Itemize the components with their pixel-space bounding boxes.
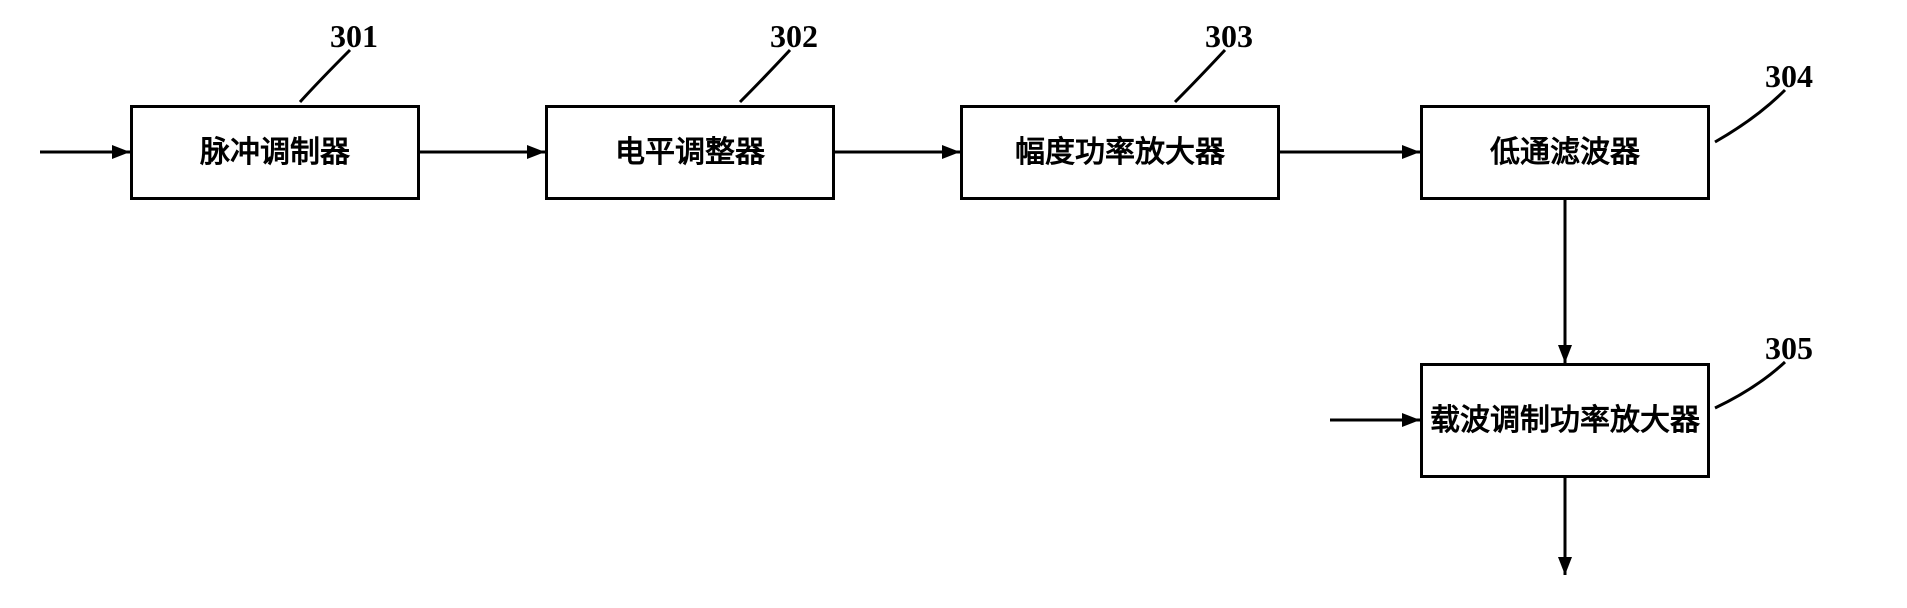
ref-label-302: 302 [770, 18, 818, 55]
ref-label-301: 301 [330, 18, 378, 55]
ref-text: 304 [1765, 58, 1813, 94]
diagram-canvas: 脉冲调制器 301 电平调整器 302 幅度功率放大器 303 低通滤波器 304 载波调制功率… [0, 0, 1907, 608]
node-label: 幅度功率放大器 [1015, 134, 1225, 172]
ref-label-305: 305 [1765, 330, 1813, 367]
node-label: 脉冲调制器 [200, 134, 350, 172]
ref-label-303: 303 [1205, 18, 1253, 55]
diagram-svg [0, 0, 1907, 608]
ref-text: 302 [770, 18, 818, 54]
node-label: 电平调整器 [615, 134, 765, 172]
node-n303: 幅度功率放大器 [960, 105, 1280, 200]
ref-text: 303 [1205, 18, 1253, 54]
node-label: 载波调制功率放大器 [1430, 402, 1700, 440]
ref-text: 305 [1765, 330, 1813, 366]
ref-text: 301 [330, 18, 378, 54]
node-n304: 低通滤波器 [1420, 105, 1710, 200]
node-n305: 载波调制功率放大器 [1420, 363, 1710, 478]
ref-label-304: 304 [1765, 58, 1813, 95]
node-n302: 电平调整器 [545, 105, 835, 200]
node-label: 低通滤波器 [1490, 134, 1640, 172]
node-n301: 脉冲调制器 [130, 105, 420, 200]
